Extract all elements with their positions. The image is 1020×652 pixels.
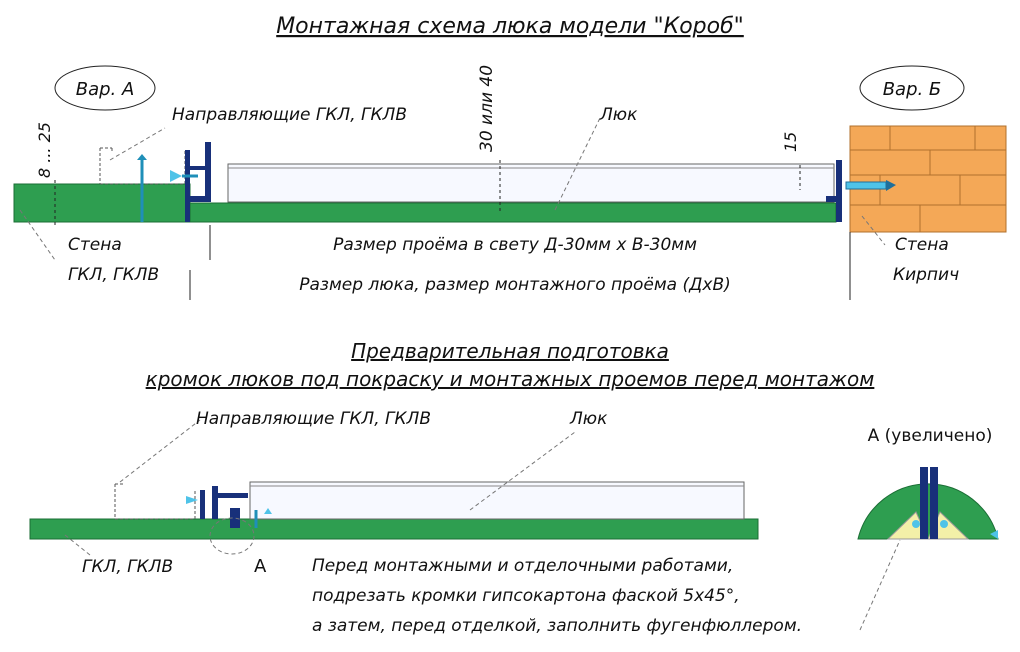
screw-left xyxy=(137,154,198,222)
frame-profile-right xyxy=(826,160,842,222)
top-guides-label: Направляющие ГКЛ, ГКЛВ xyxy=(172,105,407,125)
note-line-1: Перед монтажными и отделочными работами, xyxy=(312,556,733,576)
bottom-guides-label: Направляющие ГКЛ, ГКЛВ xyxy=(196,409,431,429)
zoom-label: А (увеличено) xyxy=(868,426,993,446)
bottom-hatch-label: Люк xyxy=(569,409,608,429)
variant-b-label: Вар. Б xyxy=(883,79,942,100)
dim-15: 15 xyxy=(781,132,800,152)
note-line-3: а затем, перед отделкой, заполнить фуген… xyxy=(312,616,802,636)
wall-right-label-1: Стена xyxy=(895,235,949,255)
bottom-hatch-body xyxy=(249,481,745,520)
hatch-drywall-panel xyxy=(189,202,837,223)
guide-profile-outline xyxy=(99,147,113,185)
dimension-lines xyxy=(54,160,851,300)
bottom-frame-profile xyxy=(186,486,272,528)
bottom-guide-outline xyxy=(114,483,196,520)
brick-wall xyxy=(849,125,1007,233)
dim-wall-range: 8 ... 25 xyxy=(35,122,54,178)
top-hatch-label: Люк xyxy=(599,105,638,125)
frame-profile-left xyxy=(185,142,211,222)
note-line-2: подрезать кромки гипсокартона фаской 5х4… xyxy=(312,586,740,606)
zoom-detail xyxy=(857,467,999,540)
anchor-right xyxy=(845,180,896,191)
prep-title-line1: Предварительная подготовка xyxy=(351,339,669,363)
bottom-wall-label: ГКЛ, ГКЛВ xyxy=(82,557,173,577)
left-drywall xyxy=(13,183,191,223)
bottom-drywall xyxy=(29,518,759,540)
variant-a-bubble xyxy=(54,65,156,111)
hatch-body xyxy=(227,163,835,203)
wall-left-label-2: ГКЛ, ГКЛВ xyxy=(68,265,159,285)
variant-a-label: Вар. А xyxy=(76,79,135,100)
hatch-size-text: Размер люка, размер монтажного проёма (Д… xyxy=(299,275,731,295)
dim-vertical-gap: 30 или 40 xyxy=(477,65,497,152)
prep-title-line2: кромок люков под покраску и монтажных пр… xyxy=(146,367,875,391)
top-diagram: Вар. А Вар. Б Направляющие ГКЛ, ГКЛВ Люк… xyxy=(13,65,1007,300)
wall-left-label-1: Стена xyxy=(68,235,122,255)
opening-size-text: Размер проёма в свету Д-30мм х В-30мм xyxy=(333,235,697,255)
wall-right-label-2: Кирпич xyxy=(893,265,959,285)
bottom-diagram: А Направляющие ГКЛ, ГКЛВ Люк ГКЛ, ГКЛВ П… xyxy=(29,409,999,636)
callout-a-circle xyxy=(209,517,255,555)
callout-a-letter: А xyxy=(254,556,267,577)
variant-b-bubble xyxy=(859,65,965,111)
main-title: Монтажная схема люка модели "Короб" xyxy=(276,14,744,39)
